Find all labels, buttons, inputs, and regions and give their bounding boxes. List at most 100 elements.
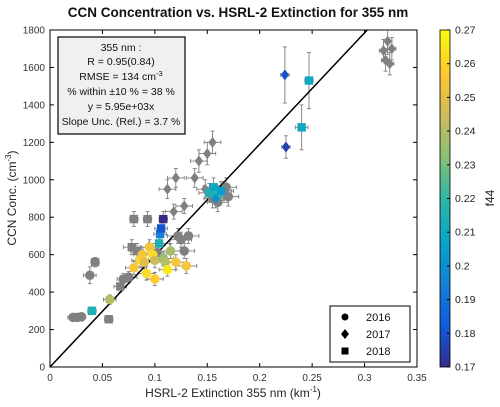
legend: 2016 2017 2018 [329,305,411,363]
chart-title: CCN Concentration vs. HSRL-2 Extinction … [68,5,409,20]
x-tick-label: 0.15 [198,373,218,384]
data-point-2018 [132,246,142,256]
data-point-2016 [139,257,150,267]
x-tick-label: 0.05 [93,373,113,384]
plot-content [50,30,397,367]
y-tick-label: 1000 [23,175,46,186]
stats-line-3: % within ±10 % = 38 % [67,86,175,98]
data-point-2018 [127,242,136,252]
data-point-2017 [281,141,291,153]
data-point-2016 [85,270,95,281]
colorbar-tick-label: 0.2 [455,260,470,272]
data-point-2018 [154,239,164,248]
data-point-2016 [183,231,194,241]
legend-label-2017: 2017 [366,329,390,341]
colorbar-tick-label: 0.24 [455,126,476,138]
data-point-2016 [144,242,155,252]
data-point-2018 [87,306,97,316]
data-point-2017 [383,35,392,47]
data-point-2017 [381,54,390,66]
data-markers [68,35,397,324]
y-tick-label: 1800 [23,26,46,37]
colorbar-tick-label: 0.17 [455,362,476,374]
stats-line-0: 355 nm : [101,42,142,54]
data-point-2017 [180,200,189,212]
data-point-2018 [297,123,306,132]
data-point-2016 [165,246,176,256]
data-point-2017 [385,58,394,70]
x-tick-label: 0.3 [358,373,372,384]
data-point-2016 [176,234,186,245]
y-tick-label: 600 [28,250,45,261]
data-point-2016 [137,249,148,260]
data-point-2018 [209,183,218,192]
y-axis-label: CCN Conc. (cm-3) [4,150,19,245]
data-point-2018 [156,224,166,233]
data-point-2016 [162,264,173,275]
stats-box: 355 nm : R = 0.95(0.84) RMSE = 134 cm-3 … [57,36,186,135]
data-point-2016 [76,312,87,322]
y-tick-label: 200 [28,325,45,336]
y-tick-label: 0 [39,363,45,374]
data-point-2018 [155,229,165,239]
data-point-2017 [203,148,212,160]
data-point-2017 [280,69,290,81]
colorbar-tick-label: 0.18 [455,328,476,340]
y-axis: 0 200 400 600 800 1000 1200 1400 1600 1800 [23,26,417,374]
data-point-2018 [205,188,214,198]
data-point-2016 [104,294,115,305]
data-point-2016 [150,255,160,266]
colorbar-tick-label: 0.26 [455,58,476,70]
data-point-2016 [141,268,152,279]
x-axis: 0 0.05 0.1 0.15 0.2 0.25 0.3 0.35 [47,30,427,384]
x-tick-label: 0 [47,373,53,384]
colorbar-tick-label: 0.19 [455,294,476,306]
data-point-2017 [163,183,172,195]
x-tick-label: 0.35 [407,373,427,384]
data-point-2017 [211,193,220,204]
stats-line-1: R = 0.95(0.84) [87,56,154,68]
data-point-2017 [387,43,397,55]
data-point-2016 [171,257,181,267]
stats-line-5: Slope Unc. (Rel.) = 3.7 % [62,116,181,128]
colorbar-ticks: 0.17 0.18 0.19 0.2 0.21 0.22 0.23 0.24 0.25 0.26 0… [447,25,476,374]
data-point-2018 [90,257,100,267]
data-point-2016 [123,272,134,282]
y-tick-label: 800 [28,213,45,224]
colorbar-tick-label: 0.21 [455,227,476,239]
colorbar-label: f44 [483,189,497,206]
data-point-2017 [194,155,204,167]
data-point-2018 [129,214,139,224]
y-tick-label: 1200 [23,138,46,149]
legend-marker-square [341,347,349,355]
y-tick-label: 1400 [23,100,46,111]
data-point-2016 [223,191,234,202]
data-point-2016 [179,246,190,256]
legend-label-2016: 2016 [366,312,390,324]
y-tick-label: 400 [28,288,45,299]
data-point-2016 [150,274,160,284]
data-point-2017 [208,136,217,148]
data-point-2016 [160,257,171,267]
colorbar-tick-label: 0.25 [455,92,476,104]
x-tick-label: 0.2 [253,373,267,384]
data-point-2017 [379,45,388,57]
data-point-2017 [169,206,178,218]
x-axis-label: HSRL-2 Extinction 355 nm (km-1) [145,385,321,400]
data-point-2018 [304,76,314,85]
legend-marker-diamond [341,329,349,339]
data-point-2018 [104,315,113,324]
colorbar-tick-label: 0.23 [455,159,476,171]
legend-marker-circle [341,313,349,321]
data-point-2016 [181,261,192,271]
stats-line-4: y = 5.95e+03x [88,101,155,113]
data-point-2017 [171,172,181,184]
x-tick-label: 0.1 [148,373,162,384]
x-tick-label: 0.25 [302,373,322,384]
colorbar-tick-label: 0.22 [455,193,476,205]
data-point-2018 [216,186,226,196]
stats-line-2: RMSE = 134 cm-3 [79,69,162,83]
legend-label-2018: 2018 [366,346,390,358]
data-point-2016 [129,262,139,273]
